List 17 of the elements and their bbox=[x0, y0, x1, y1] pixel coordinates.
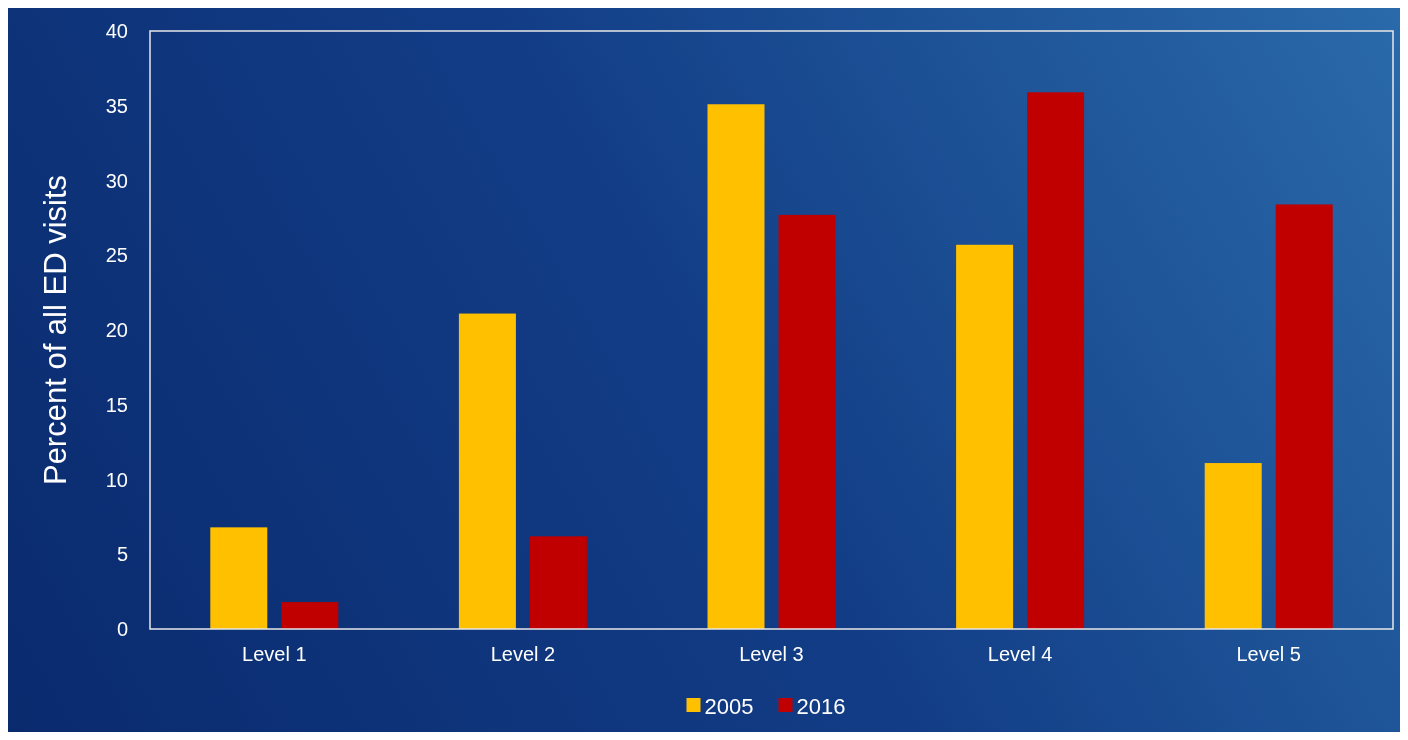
x-tick-label: Level 4 bbox=[987, 643, 1053, 665]
y-tick-label: 10 bbox=[105, 468, 128, 491]
x-tick-label: Level 3 bbox=[739, 643, 804, 665]
legend-label: 2005 bbox=[704, 693, 754, 719]
y-tick-label: 25 bbox=[105, 244, 128, 267]
y-tick-label: 20 bbox=[105, 319, 128, 341]
y-tick-label: 40 bbox=[105, 20, 128, 42]
x-tick-label: Level 5 bbox=[1236, 643, 1301, 665]
y-tick-label: 15 bbox=[105, 393, 128, 416]
y-tick-label: 30 bbox=[105, 169, 128, 192]
legend-label: 2016 bbox=[796, 693, 846, 719]
y-tick-label: 35 bbox=[105, 94, 128, 117]
y-tick-label: 0 bbox=[116, 618, 128, 640]
y-axis-title: Percent of all ED visits bbox=[37, 174, 73, 486]
x-tick-label: Level 2 bbox=[490, 643, 556, 665]
x-tick-label: Level 1 bbox=[242, 643, 307, 665]
y-tick-label: 5 bbox=[116, 543, 128, 566]
